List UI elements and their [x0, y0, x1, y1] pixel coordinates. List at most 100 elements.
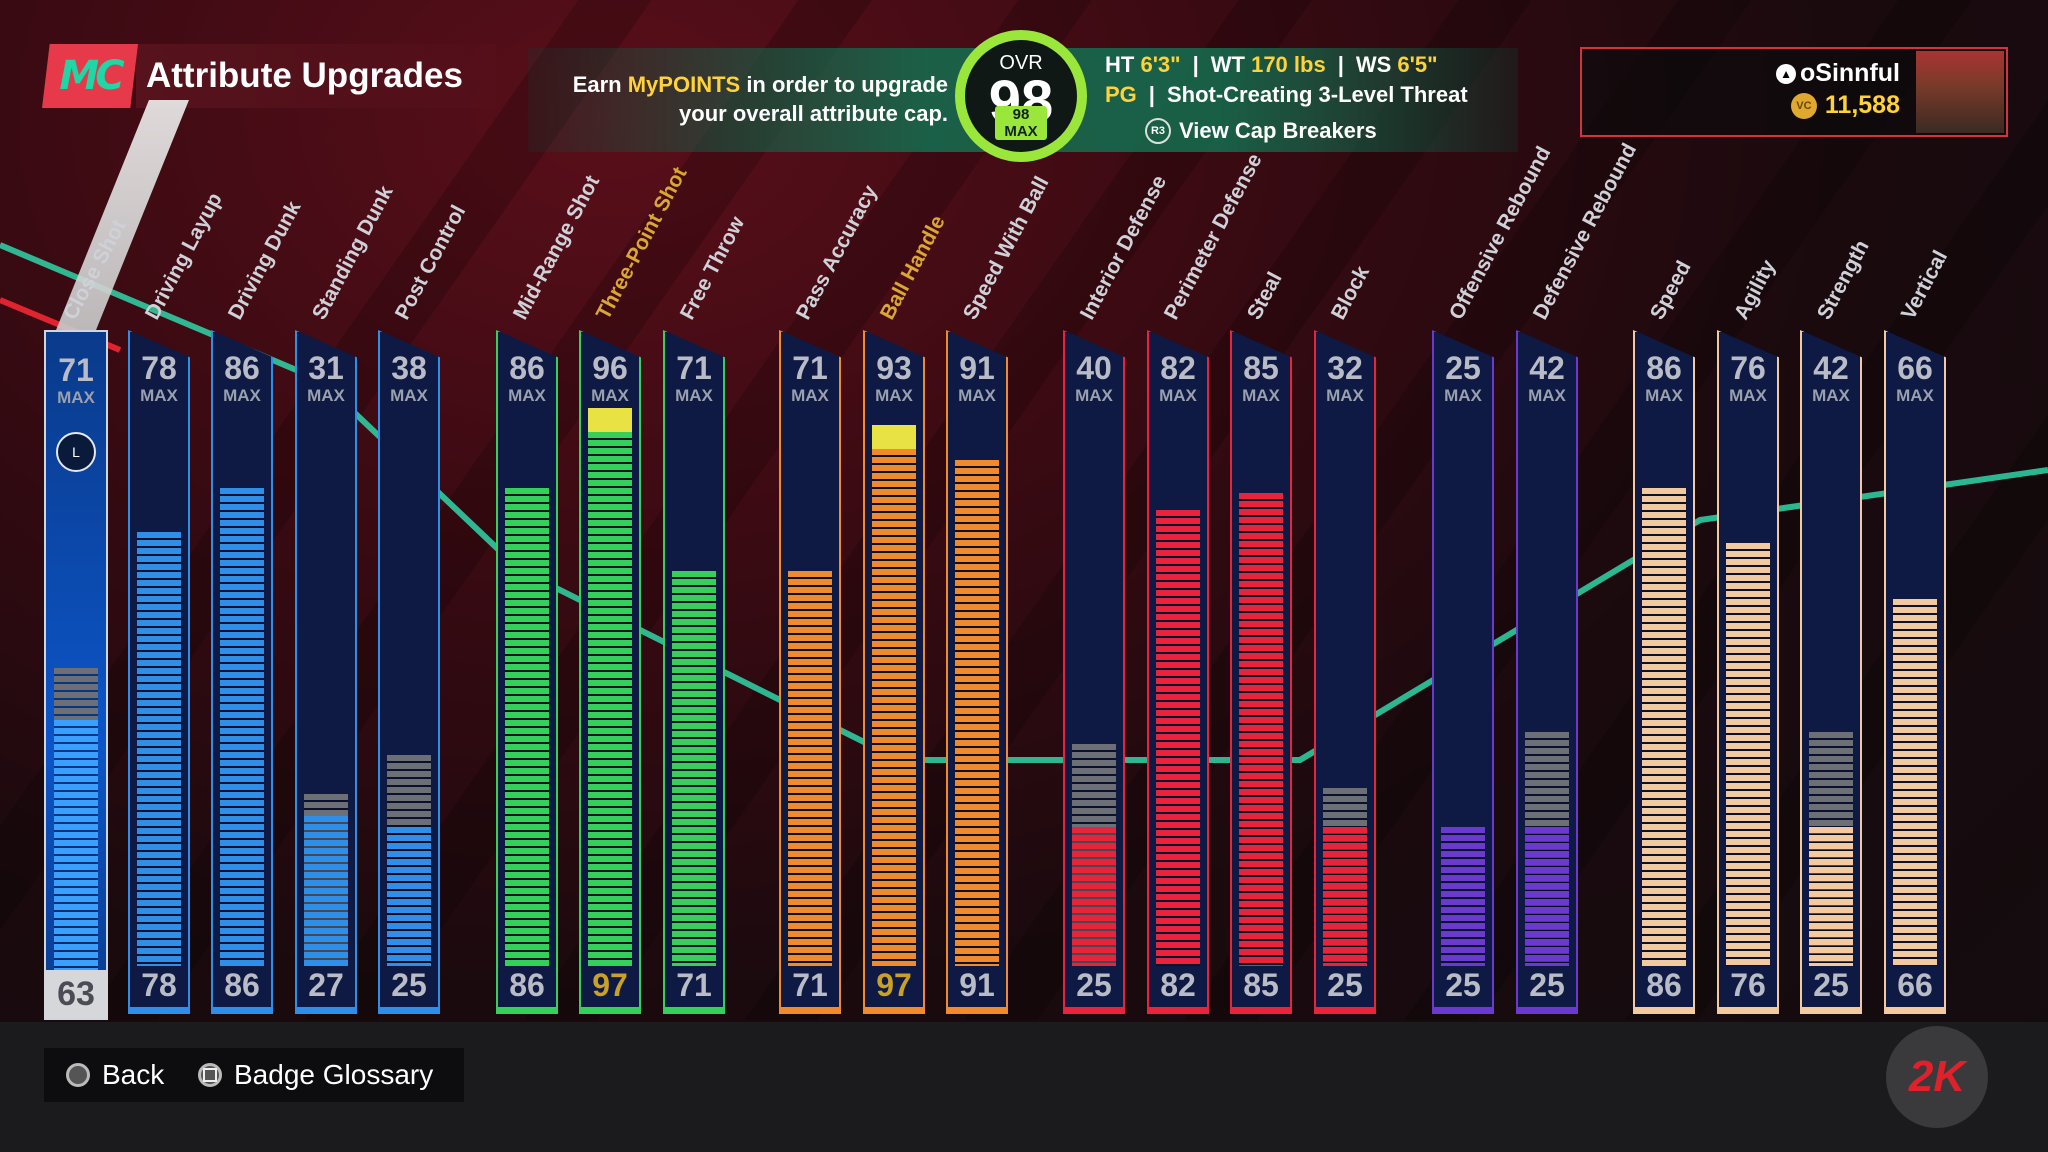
attribute-max-label: MAX: [958, 386, 996, 405]
back-button[interactable]: Back: [66, 1050, 164, 1100]
player-measurements: HT 6'3" | WT 170 lbs | WS 6'5": [1105, 52, 1438, 77]
circle-button-icon: [66, 1063, 90, 1087]
attribute-bar: [1525, 827, 1569, 966]
attribute-column-ball-handle[interactable]: 93 MAX 97: [863, 330, 925, 1014]
promo-text: Earn MyPOINTS in order to upgrade your o…: [572, 72, 948, 126]
attribute-bar: [137, 532, 181, 966]
attribute-base-accent: [1432, 1007, 1494, 1014]
attribute-bar: [505, 488, 549, 966]
attribute-base-accent: [1516, 1007, 1578, 1014]
attribute-column-driving-layup[interactable]: 78 MAX 78: [128, 330, 190, 1014]
attribute-column-vertical[interactable]: 66 MAX 66: [1884, 330, 1946, 1014]
attribute-current-value: 82: [1160, 967, 1196, 1003]
attribute-bar: [1893, 599, 1937, 966]
attribute-base-accent: [1884, 1007, 1946, 1014]
attribute-bar: [1441, 827, 1485, 966]
attribute-max-value: 96: [592, 350, 628, 386]
attribute-max-value: 42: [1529, 350, 1565, 386]
player-archetype: PG | Shot-Creating 3-Level Threat: [1105, 82, 1468, 107]
attribute-column-offensive-rebound[interactable]: 25 MAX 25: [1432, 330, 1494, 1014]
attribute-column-standing-dunk[interactable]: 31 MAX 27: [295, 330, 357, 1014]
attribute-bar: [1323, 827, 1367, 966]
avatar: [1916, 51, 2004, 133]
attribute-base-accent: [946, 1007, 1008, 1014]
attribute-max-label: MAX: [1075, 386, 1113, 405]
view-cap-breakers-button[interactable]: R3 View Cap Breakers: [1145, 118, 1377, 144]
title-band: [136, 44, 496, 108]
attribute-current-value: 97: [876, 967, 912, 1003]
attribute-column-speed-with-ball[interactable]: 91 MAX 91: [946, 330, 1008, 1014]
attribute-bar: [1072, 827, 1116, 966]
attribute-bar: [788, 571, 832, 966]
attribute-max-label: MAX: [390, 386, 428, 405]
attribute-current-value: 25: [1076, 967, 1112, 1003]
attribute-max-label: MAX: [1528, 386, 1566, 405]
attribute-max-label: MAX: [1896, 386, 1934, 405]
attribute-current-value: 66: [1897, 967, 1933, 1003]
attribute-column-post-control[interactable]: 38 MAX 25: [378, 330, 440, 1014]
attribute-column-block[interactable]: 32 MAX 25: [1314, 330, 1376, 1014]
attribute-max-label: MAX: [875, 386, 913, 405]
attribute-max-label: MAX: [307, 386, 345, 405]
attribute-base-accent: [663, 1007, 725, 1014]
attribute-column-interior-defense[interactable]: 40 MAX 25: [1063, 330, 1125, 1014]
square-button-icon: [198, 1063, 222, 1087]
vc-coin-icon: VC: [1790, 92, 1817, 119]
attribute-max-value: 78: [141, 350, 177, 386]
attribute-max-label: MAX: [1645, 386, 1683, 405]
attribute-base-accent: [863, 1007, 925, 1014]
attribute-max-label: MAX: [1326, 386, 1364, 405]
attribute-max-label: MAX: [1729, 386, 1767, 405]
attribute-column-mid-range-shot[interactable]: 86 MAX 86: [496, 330, 558, 1014]
attribute-current-value: 25: [1327, 967, 1363, 1003]
attribute-max-value: 82: [1160, 350, 1196, 386]
playstation-icon: ▲: [1776, 63, 1797, 84]
attribute-column-perimeter-defense[interactable]: 82 MAX 82: [1147, 330, 1209, 1014]
attribute-max-value: 25: [1445, 350, 1481, 386]
r3-button-icon: R3: [1145, 118, 1171, 144]
attribute-base-accent: [1147, 1007, 1209, 1014]
attribute-column-speed[interactable]: 86 MAX 86: [1633, 330, 1695, 1014]
attribute-column-three-point-shot[interactable]: 96 MAX 97: [579, 330, 641, 1014]
attribute-base-accent: [1314, 1007, 1376, 1014]
attribute-base-accent: [1230, 1007, 1292, 1014]
attribute-base-accent: [1800, 1007, 1862, 1014]
attribute-max-label: MAX: [1812, 386, 1850, 405]
ovr-label: OVR: [999, 52, 1043, 74]
attribute-base-accent: [378, 1007, 440, 1014]
badge-glossary-button[interactable]: Badge Glossary: [198, 1050, 433, 1100]
attribute-max-value: 86: [509, 350, 545, 386]
button-hint-box: [44, 1048, 464, 1102]
attribute-column-close-shot[interactable]: 71 MAX: [44, 330, 108, 1020]
attribute-max-value: 86: [224, 350, 260, 386]
attribute-column-strength[interactable]: 42 MAX 25: [1800, 330, 1862, 1014]
attribute-current-value: 91: [959, 967, 995, 1003]
attribute-current-value: 25: [1813, 967, 1849, 1003]
attribute-current-value: 25: [391, 967, 427, 1003]
attribute-current-value: 78: [141, 967, 177, 1003]
attribute-max-value: 86: [1646, 350, 1682, 386]
attribute-bar: [872, 449, 916, 966]
attribute-max-label: MAX: [591, 386, 629, 405]
attribute-column-steal[interactable]: 85 MAX 85: [1230, 330, 1292, 1014]
attribute-column-free-throw[interactable]: 71 MAX 71: [663, 330, 725, 1014]
attribute-max-label: MAX: [508, 386, 546, 405]
attribute-column-defensive-rebound[interactable]: 42 MAX 25: [1516, 330, 1578, 1014]
mypoints-highlight: MyPOINTS: [627, 72, 741, 97]
attribute-max-value: 71: [792, 350, 828, 386]
attribute-base-accent: [211, 1007, 273, 1014]
attribute-current-value: 86: [1646, 967, 1682, 1003]
attribute-cap-highlight: [588, 408, 632, 432]
attribute-max-value: 38: [391, 350, 427, 386]
attribute-current-close-shot: 63: [44, 970, 108, 1018]
attribute-max-label: MAX: [1242, 386, 1280, 405]
attribute-max-value: 71: [58, 352, 94, 388]
attribute-bar: [1726, 543, 1770, 966]
attribute-current-value: 25: [1445, 967, 1481, 1003]
attribute-column-pass-accuracy[interactable]: 71 MAX 71: [779, 330, 841, 1014]
attribute-column-driving-dunk[interactable]: 86 MAX 86: [211, 330, 273, 1014]
attribute-base-accent: [128, 1007, 190, 1014]
attribute-column-agility[interactable]: 76 MAX 76: [1717, 330, 1779, 1014]
attribute-current-value: 25: [1529, 967, 1565, 1003]
attribute-current-value: 71: [676, 967, 712, 1003]
